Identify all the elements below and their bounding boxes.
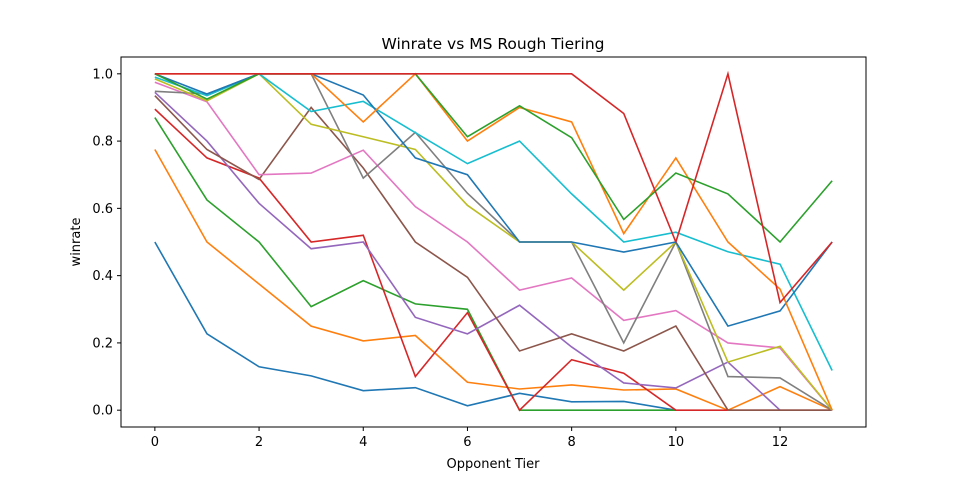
y-tick-label: 0.8 (92, 135, 113, 150)
y-tick-label: 1.0 (92, 67, 113, 82)
x-axis-label: Opponent Tier (447, 457, 541, 472)
x-tick-label: 10 (668, 435, 685, 450)
x-tick-label: 4 (359, 435, 367, 450)
x-axis: 0 2 4 6 8 10 12 (151, 427, 789, 450)
y-axis-label: winrate (69, 218, 84, 267)
series-line-1 (154, 241, 676, 411)
x-tick-label: 0 (151, 435, 159, 450)
series-line-2 (154, 149, 833, 412)
plot-frame (120, 56, 867, 428)
y-tick-label: 0.2 (92, 336, 113, 351)
x-tick-label: 12 (772, 435, 789, 450)
series-layer (154, 70, 833, 412)
y-axis: 0.0 0.2 0.4 0.6 0.8 1.0 (92, 67, 121, 419)
x-tick-label: 6 (463, 435, 471, 450)
y-tick-label: 0.0 (92, 404, 113, 419)
chart-title: Winrate vs MS Rough Tiering (382, 35, 605, 53)
x-tick-label: 8 (568, 435, 576, 450)
series-line-7 (154, 81, 833, 411)
series-line-9 (154, 72, 833, 411)
series-line-6 (154, 95, 833, 411)
series-line-5 (154, 91, 781, 411)
y-tick-label: 0.4 (92, 269, 113, 284)
series-line-3 (154, 117, 676, 411)
x-tick-label: 2 (255, 435, 263, 450)
y-tick-label: 0.6 (92, 202, 113, 217)
series-line-10 (154, 72, 833, 371)
series-line-4 (154, 108, 833, 412)
series-line-14 (154, 70, 833, 305)
